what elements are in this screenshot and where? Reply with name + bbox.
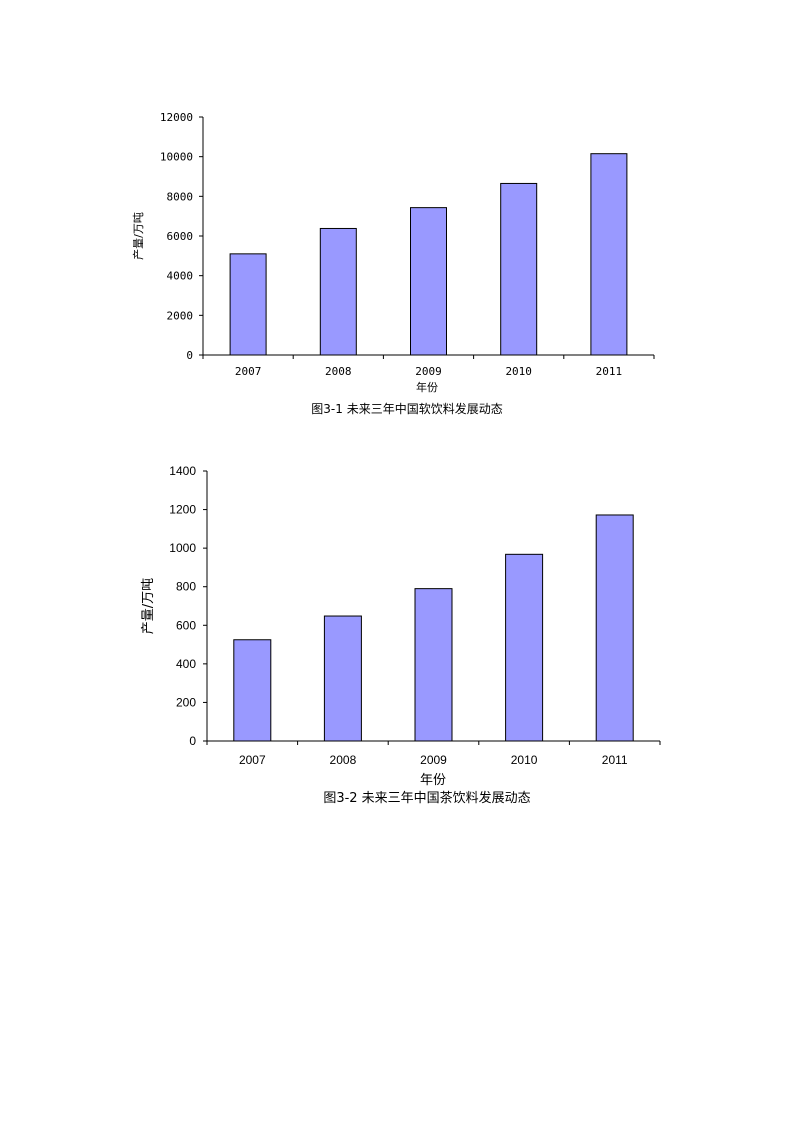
- chart2-x-tick-label: 2010: [511, 753, 538, 767]
- chart2-bars: [233, 514, 634, 742]
- chart1-bar-2010: [500, 182, 538, 356]
- chart1-bars: [229, 153, 628, 356]
- chart1-y-tick-label: 8000: [167, 190, 194, 203]
- chart1-y-axis-label: 产量/万吨: [131, 212, 145, 260]
- chart1-y-tick-label: 2000: [167, 309, 194, 322]
- chart2-x-tick-label: 2007: [239, 753, 266, 767]
- chart1-y-tick-label: 12000: [160, 111, 193, 124]
- chart1-y-tick-label: 10000: [160, 151, 193, 164]
- chart1-x-tick-label: 2008: [325, 365, 352, 378]
- chart2-bar-2009: [414, 588, 453, 742]
- chart2-bar-2010: [505, 553, 544, 742]
- chart1-x-tick-label: 2010: [505, 365, 532, 378]
- chart1-x-tick-label: 2009: [415, 365, 442, 378]
- chart2-bar-2008: [323, 615, 362, 742]
- chart1-bar-2009: [410, 207, 447, 356]
- chart1-bar-2008: [319, 227, 357, 356]
- chart1-x-tick-label: 2011: [596, 365, 623, 378]
- chart2-y-tick-label: 0: [189, 734, 196, 748]
- chart2-caption: 图3-2 未来三年中国茶饮料发展动态: [323, 790, 530, 806]
- chart2-y-tick-label: 800: [176, 580, 196, 594]
- chart1-bar-2011: [590, 153, 628, 356]
- chart2-x-axis-label: 年份: [420, 773, 446, 788]
- chart1-caption: 图3-1 未来三年中国软饮料发展动态: [311, 401, 502, 416]
- chart2-y-tick-label: 1200: [169, 503, 196, 517]
- chart1-y-tick-label: 0: [186, 349, 193, 362]
- chart2-y-tick-label: 1000: [169, 541, 196, 555]
- chart2-x-tick-label: 2008: [330, 753, 357, 767]
- chart1-x-ticks: 2007 2008 2009 2010 2011: [202, 355, 655, 378]
- chart2-y-tick-label: 400: [176, 657, 196, 671]
- chart2-y-tick-label: 600: [176, 618, 196, 632]
- chart2-y-tick-label: 1400: [169, 464, 196, 478]
- chart2-bar-2007: [233, 639, 272, 742]
- chart1-y-tick-label: 6000: [167, 230, 194, 243]
- chart2-x-tick-label: 2009: [420, 753, 447, 767]
- chart-softdrink: 0 2000 4000 6000 8000 10000 12000 2007 2008 2009…: [131, 111, 655, 416]
- chart1-y-ticks: 0 2000 4000 6000 8000 10000 12000: [160, 111, 203, 362]
- chart2-x-ticks: 2007 2008 2009 2010 2011: [206, 741, 661, 767]
- chart1-x-tick-label: 2007: [235, 365, 262, 378]
- chart2-bar-2011: [595, 514, 634, 742]
- chart2-y-ticks: 0 200 400 600 800 1000 1200 1400: [169, 464, 207, 748]
- chart2-y-tick-label: 200: [176, 695, 196, 709]
- chart2-x-tick-label: 2011: [602, 753, 628, 767]
- chart1-x-axis-label: 年份: [416, 380, 438, 394]
- chart2-y-axis-label: 产量/万吨: [141, 578, 156, 634]
- chart1-y-tick-label: 4000: [167, 270, 194, 283]
- chart1-bar-2007: [229, 253, 267, 356]
